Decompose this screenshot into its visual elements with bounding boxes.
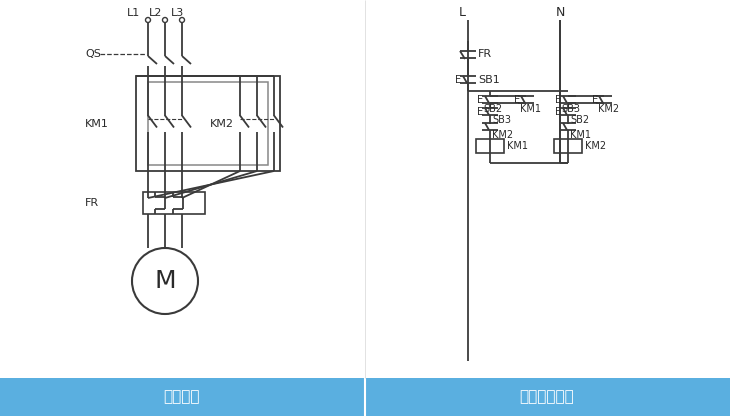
Text: 主回路图: 主回路图 [164,389,200,404]
Text: KM2: KM2 [585,141,606,151]
Text: L: L [458,7,466,20]
Text: L3: L3 [172,8,185,18]
Text: KM1: KM1 [570,130,591,140]
Text: FR: FR [478,49,492,59]
Text: SB1: SB1 [478,75,500,85]
Text: KM2: KM2 [598,104,619,114]
Text: E: E [555,107,561,117]
Text: SB2: SB2 [483,104,502,114]
Text: SB3: SB3 [492,115,511,125]
Text: KM1: KM1 [507,141,528,151]
Text: E: E [477,107,483,117]
Text: N: N [556,7,565,20]
Text: KM2: KM2 [492,130,513,140]
Text: E: E [555,95,561,105]
Text: KM1: KM1 [520,104,541,114]
Text: M: M [154,269,176,293]
Text: KM2: KM2 [210,119,234,129]
Text: E: E [477,95,483,105]
Text: E: E [514,95,520,105]
Text: KM1: KM1 [85,119,109,129]
Text: 控制回路图纸: 控制回路图纸 [520,389,575,404]
Text: L1: L1 [127,8,141,18]
Text: E: E [592,95,598,105]
FancyBboxPatch shape [0,378,730,416]
Text: E: E [455,75,461,85]
Text: FR: FR [85,198,99,208]
Text: SB3: SB3 [561,104,580,114]
Text: QS: QS [85,49,101,59]
Text: L2: L2 [150,8,163,18]
Text: SB2: SB2 [570,115,589,125]
